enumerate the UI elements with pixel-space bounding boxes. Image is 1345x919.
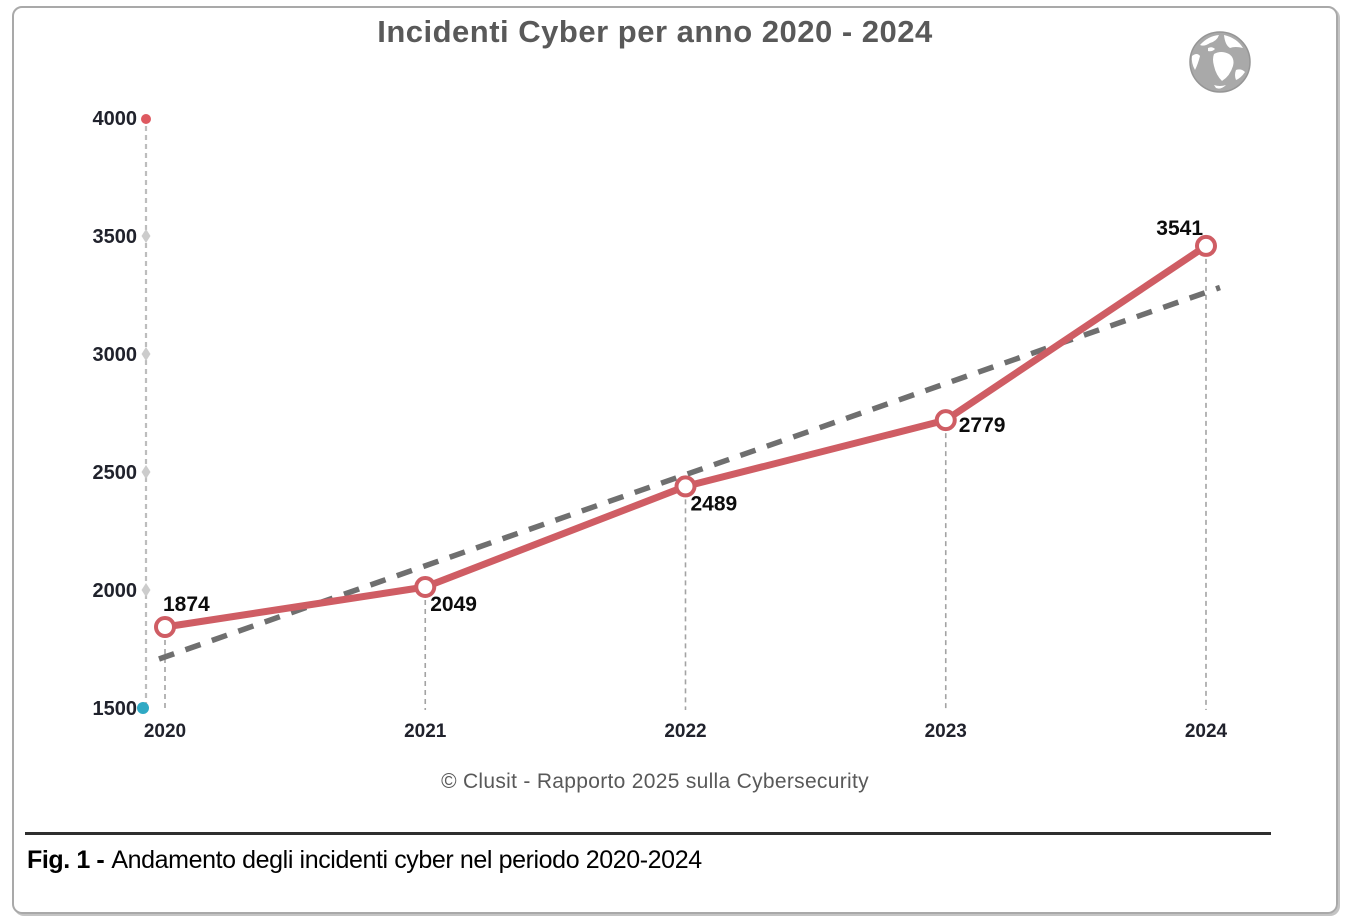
x-axis-label: 2023	[925, 721, 967, 742]
y-tick-diamond	[141, 465, 151, 479]
figure-caption-label: Fig. 1 -	[27, 846, 105, 874]
data-point-label-2024: 3541	[1156, 217, 1203, 240]
y-tick-label: 3500	[93, 226, 138, 248]
globe-icon-svg	[1189, 31, 1251, 93]
data-point-label-2021: 2049	[430, 593, 477, 616]
axis-bottom-dot	[137, 702, 149, 714]
data-point-marker-2020	[154, 616, 176, 639]
data-point-label-2020: 1874	[163, 593, 210, 616]
x-axis-label: 2022	[664, 721, 706, 742]
trend-line	[158, 284, 1221, 662]
data-point-marker-2023	[934, 409, 957, 432]
figure-caption: Fig. 1 - Andamento degli incidenti cyber …	[27, 846, 702, 875]
chart-title: Incidenti Cyber per anno 2020 - 2024	[377, 14, 933, 49]
data-point-marker-2022	[674, 475, 697, 498]
data-point-label-2023: 2779	[959, 414, 1006, 437]
y-tick-diamond	[141, 229, 151, 243]
data-point-marker-2021	[414, 575, 437, 598]
y-tick-diamond	[141, 583, 151, 597]
globe-icon	[1188, 30, 1252, 94]
y-tick-label: 2500	[93, 462, 138, 484]
x-axis-label: 2021	[404, 721, 447, 742]
y-tick-diamond	[141, 347, 151, 361]
y-tick-label: 2000	[93, 580, 138, 602]
figure-caption-text: Andamento degli incidenti cyber nel peri…	[111, 846, 702, 874]
axis-top-dot	[141, 114, 151, 124]
series-line	[161, 242, 1210, 631]
x-axis-label: 2024	[1185, 721, 1228, 742]
x-axis-label: 2020	[144, 721, 186, 742]
data-point-marker-2024	[1195, 234, 1217, 257]
y-tick-label: 4000	[93, 108, 138, 130]
y-tick-label: 1500	[93, 698, 138, 720]
source-caption: © Clusit - Rapporto 2025 sulla Cybersecu…	[441, 770, 869, 793]
data-point-label-2022: 2489	[691, 492, 738, 515]
separator-line	[25, 832, 1271, 835]
y-tick-label: 3000	[93, 344, 138, 366]
